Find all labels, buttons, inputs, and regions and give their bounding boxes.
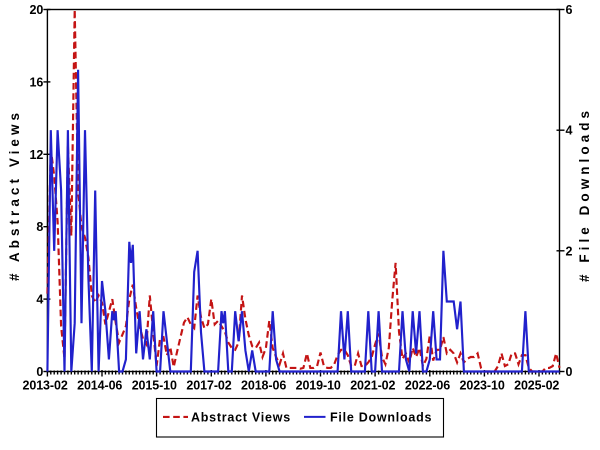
svg-text:File Downloads: File Downloads (330, 411, 432, 425)
svg-text:4: 4 (36, 293, 43, 307)
svg-text:2014-06: 2014-06 (77, 379, 122, 393)
svg-text:16: 16 (29, 75, 43, 89)
svg-text:12: 12 (29, 148, 43, 162)
svg-text:2015-10: 2015-10 (132, 379, 177, 393)
svg-text:2018-06: 2018-06 (241, 379, 286, 393)
svg-text:6: 6 (566, 3, 573, 17)
svg-text:2021-02: 2021-02 (350, 379, 395, 393)
svg-text:20: 20 (29, 3, 43, 17)
svg-text:4: 4 (566, 124, 573, 138)
svg-text:2022-06: 2022-06 (405, 379, 450, 393)
svg-text:# File Downloads: # File Downloads (577, 107, 592, 282)
svg-text:0: 0 (566, 365, 573, 379)
svg-text:8: 8 (36, 220, 43, 234)
svg-text:Abstract Views: Abstract Views (191, 411, 291, 425)
svg-text:2013-02: 2013-02 (23, 379, 68, 393)
svg-text:0: 0 (36, 365, 43, 379)
svg-text:2025-02: 2025-02 (514, 379, 559, 393)
svg-text:2019-10: 2019-10 (296, 379, 341, 393)
svg-text:2: 2 (566, 244, 573, 258)
svg-text:2023-10: 2023-10 (460, 379, 505, 393)
svg-text:2017-02: 2017-02 (186, 379, 231, 393)
svg-text:# Abstract Views: # Abstract Views (7, 109, 22, 281)
